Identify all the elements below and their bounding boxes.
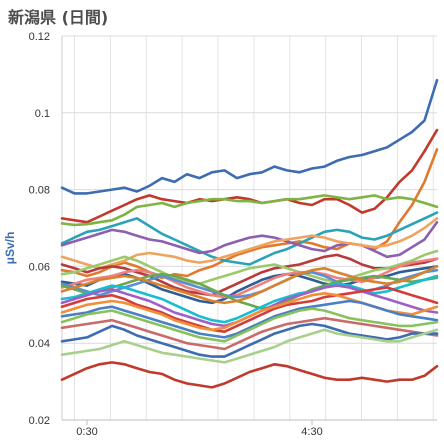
series-line-24 xyxy=(60,361,439,389)
series-line-4 xyxy=(60,148,439,280)
x-tick-label: 0:30 xyxy=(76,426,97,438)
series-line-5 xyxy=(60,211,439,266)
series-line-19 xyxy=(60,299,439,339)
y-tick-label: 0.08 xyxy=(29,185,50,197)
series-line-20 xyxy=(60,307,439,343)
series-line-6 xyxy=(60,220,439,259)
series-line-14 xyxy=(60,265,439,305)
y-tick-label: 0.06 xyxy=(29,261,50,273)
series-lines xyxy=(60,78,439,389)
series-line-3 xyxy=(60,194,439,227)
series-line-21 xyxy=(60,316,439,351)
y-tick-label: 0.04 xyxy=(29,338,50,350)
series-line-9 xyxy=(60,253,439,297)
grid xyxy=(61,35,437,421)
y-tick-label: 0.1 xyxy=(35,108,50,120)
series-line-15 xyxy=(60,274,439,324)
series-line-10 xyxy=(60,249,439,286)
series-line-22 xyxy=(60,322,439,358)
chart-title: 新潟県 (日間) xyxy=(8,8,109,27)
series-line-1 xyxy=(60,78,439,195)
series-line-13 xyxy=(60,272,439,310)
series-line-17 xyxy=(60,286,439,334)
y-axis: 0.02 0.04 0.06 0.08 0.1 0.12 xyxy=(29,31,50,427)
x-axis: 0:30 4:30 xyxy=(76,420,323,438)
y-tick-label: 0.02 xyxy=(29,415,50,427)
y-tick-label: 0.12 xyxy=(29,31,50,43)
x-tick-label: 4:30 xyxy=(301,426,322,438)
series-line-11 xyxy=(60,257,439,299)
y-axis-label: μSv/h xyxy=(3,232,17,265)
series-line-23 xyxy=(60,328,439,364)
series-line-2 xyxy=(60,128,439,224)
series-line-7 xyxy=(60,217,439,270)
